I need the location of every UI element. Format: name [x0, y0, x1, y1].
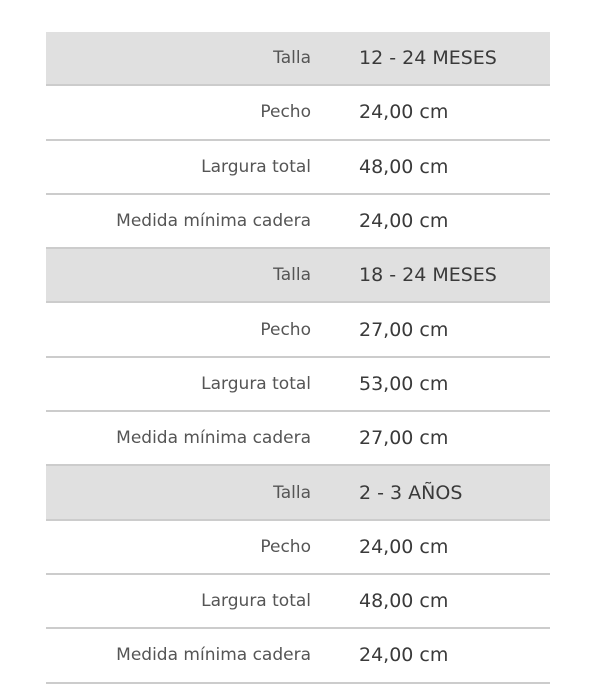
row-value: 24,00 cm [359, 101, 449, 124]
measurement-row: Medida mínima cadera 24,00 cm [46, 629, 550, 684]
row-value: 48,00 cm [359, 590, 449, 613]
measurement-row: Pecho 24,00 cm [46, 521, 550, 575]
row-label: Pecho [260, 102, 311, 123]
row-value: 24,00 cm [359, 535, 449, 558]
measurement-row: Pecho 27,00 cm [46, 303, 550, 358]
row-label: Pecho [260, 536, 311, 557]
row-value: 27,00 cm [359, 427, 449, 450]
row-label: Medida mínima cadera [116, 645, 311, 666]
row-label: Talla [273, 265, 311, 286]
row-value: 2 - 3 AÑOS [359, 481, 463, 504]
size-header-row: Talla 2 - 3 AÑOS [46, 466, 550, 521]
row-label: Talla [273, 48, 311, 69]
row-label: Largura total [201, 156, 311, 177]
row-label: Largura total [201, 373, 311, 394]
row-value: 18 - 24 MESES [359, 264, 497, 287]
row-label: Largura total [201, 591, 311, 612]
row-value: 53,00 cm [359, 372, 449, 395]
row-value: 24,00 cm [359, 210, 449, 233]
measurement-row: Medida mínima cadera 27,00 cm [46, 412, 550, 467]
size-table: Talla 12 - 24 MESES Pecho 24,00 cm Largura t… [46, 32, 550, 684]
row-label: Medida mínima cadera [116, 428, 311, 449]
row-value: 48,00 cm [359, 155, 449, 178]
row-value: 27,00 cm [359, 318, 449, 341]
row-label: Pecho [260, 319, 311, 340]
size-header-row: Talla 12 - 24 MESES [46, 32, 550, 87]
row-value: 12 - 24 MESES [359, 47, 497, 70]
row-value: 24,00 cm [359, 644, 449, 667]
measurement-row: Largura total 53,00 cm [46, 358, 550, 413]
measurement-row: Largura total 48,00 cm [46, 575, 550, 630]
measurement-row: Pecho 24,00 cm [46, 86, 550, 141]
row-label: Medida mínima cadera [116, 211, 311, 232]
measurement-row: Medida mínima cadera 24,00 cm [46, 195, 550, 250]
size-header-row: Talla 18 - 24 MESES [46, 249, 550, 304]
row-label: Talla [273, 482, 311, 503]
measurement-row: Largura total 48,00 cm [46, 141, 550, 195]
